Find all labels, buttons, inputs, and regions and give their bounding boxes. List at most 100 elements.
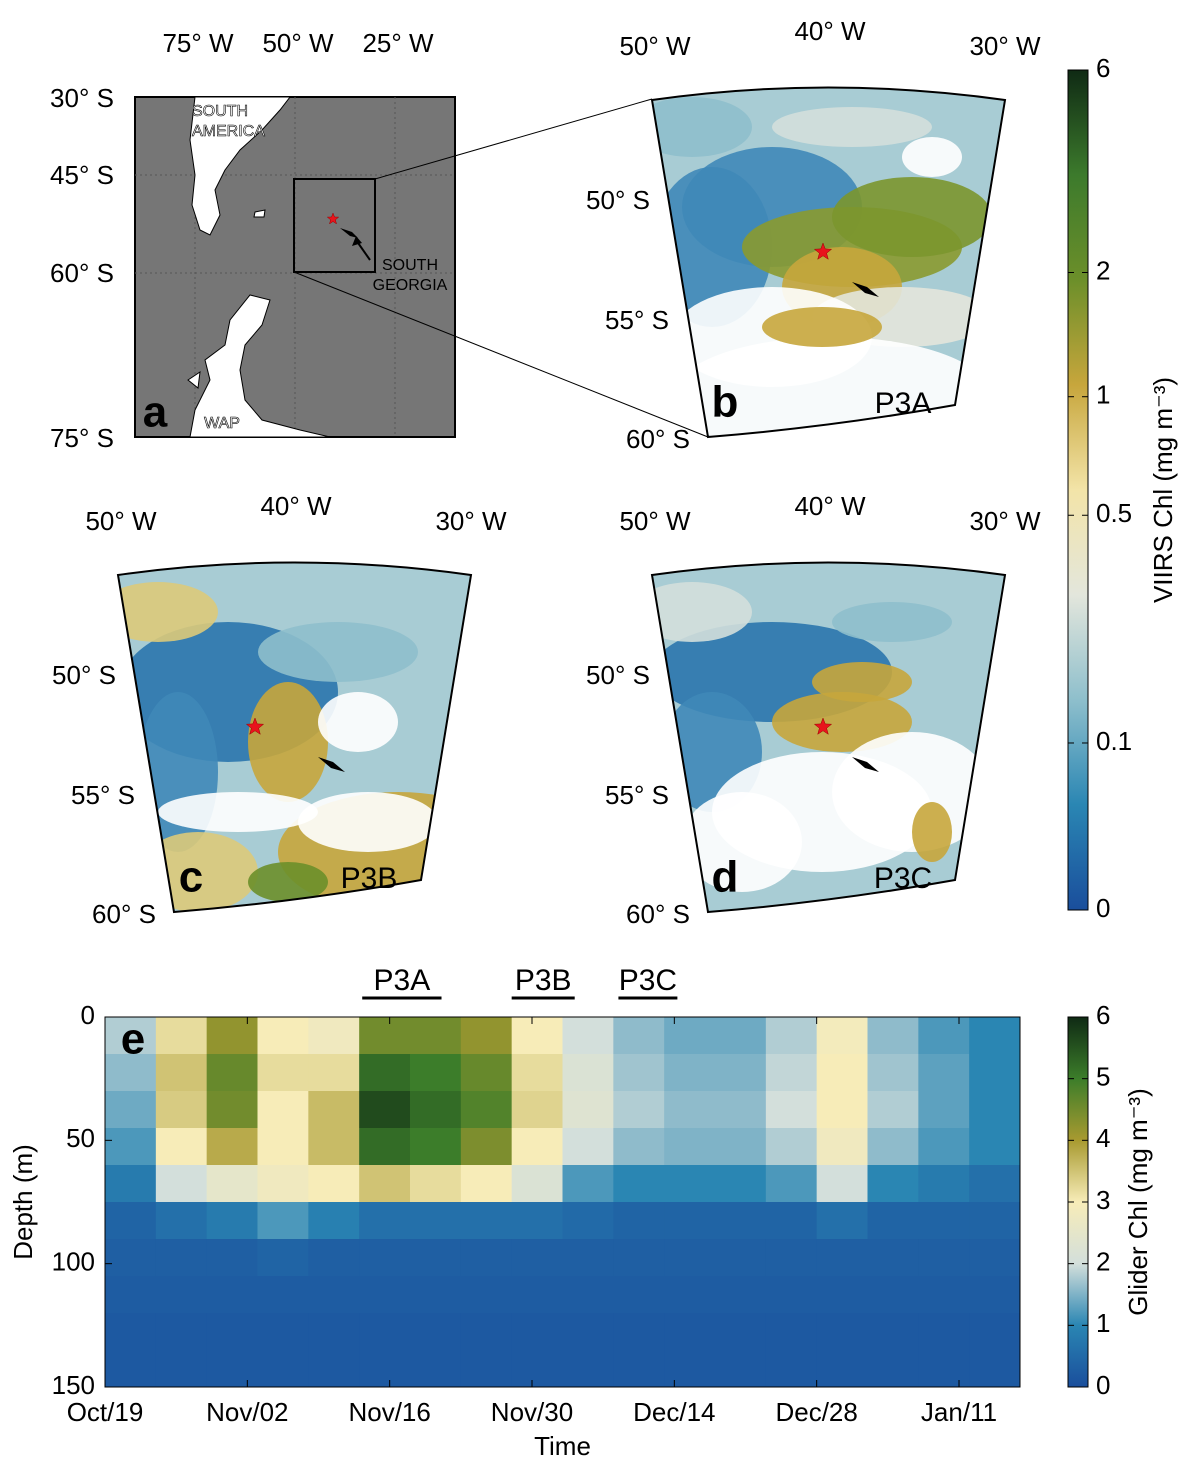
heatmap-cell bbox=[969, 1313, 1021, 1351]
heatmap-cell bbox=[206, 1128, 258, 1166]
lat-label: 55° S bbox=[605, 305, 669, 335]
heatmap-cell bbox=[613, 1313, 665, 1351]
heatmap-cell bbox=[613, 1091, 665, 1129]
heatmap-cell bbox=[664, 1017, 716, 1055]
lat-label: 45° S bbox=[50, 160, 114, 190]
x-axis-label: Time bbox=[534, 1431, 591, 1461]
lon-label: 40° W bbox=[794, 16, 866, 46]
satellite-map: 50° W 40° W 30° W 50° S 55° S 60° S c P3B bbox=[52, 491, 507, 929]
heatmap-cell bbox=[105, 1054, 157, 1092]
chl-patch bbox=[832, 177, 992, 257]
heatmap-cell bbox=[460, 1091, 513, 1129]
heatmap-cell bbox=[105, 1239, 157, 1277]
heatmap-cell bbox=[816, 1091, 868, 1129]
panel-letter: e bbox=[121, 1015, 145, 1064]
lon-label: 75° W bbox=[162, 28, 234, 58]
x-tick-label: Oct/19 bbox=[67, 1397, 144, 1427]
heatmap-cell bbox=[918, 1276, 970, 1314]
y-tick-label: 50 bbox=[66, 1123, 95, 1153]
chl-patch bbox=[912, 802, 952, 862]
chl-patch bbox=[248, 862, 328, 902]
heatmap-cell bbox=[511, 1350, 563, 1388]
heatmap-cell bbox=[155, 1202, 208, 1240]
heatmap-cell bbox=[257, 1276, 309, 1314]
continent bbox=[187, 294, 331, 438]
lon-label: 40° W bbox=[260, 491, 332, 521]
chl-patch bbox=[832, 732, 992, 852]
lat-label: 55° S bbox=[605, 780, 669, 810]
satellite-map: 50° W 40° W 30° W 50° S 55° S 60° S d P3C bbox=[586, 491, 1041, 929]
heatmap-cell bbox=[155, 1276, 208, 1314]
island bbox=[852, 282, 879, 297]
station-star bbox=[813, 717, 833, 735]
satellite-map: 50° W 40° W 30° W 50° S 55° S 60° S b P3A bbox=[586, 16, 1041, 454]
zoom-line bbox=[293, 271, 709, 438]
period-label: P3B bbox=[341, 862, 398, 895]
heatmap-cell bbox=[460, 1202, 513, 1240]
heatmap-cell bbox=[308, 1054, 360, 1092]
heatmap-cell bbox=[816, 1313, 868, 1351]
colorbar-tick-label: 6 bbox=[1096, 1000, 1110, 1030]
panel-letter: d bbox=[712, 853, 739, 902]
map-outline bbox=[116, 561, 473, 914]
map-outline bbox=[650, 561, 1007, 914]
chl-patch bbox=[158, 792, 318, 832]
map-fill bbox=[652, 87, 1005, 437]
colorbar-tick-label: 0.1 bbox=[1096, 726, 1132, 756]
heatmap-cell bbox=[918, 1239, 970, 1277]
y-axis-label: Depth (m) bbox=[8, 1144, 38, 1260]
heatmap-cell bbox=[562, 1017, 614, 1055]
colorbar-tick-label: 2 bbox=[1096, 1247, 1110, 1277]
panel-letter: a bbox=[143, 388, 168, 437]
heatmap-cell bbox=[257, 1202, 309, 1240]
heatmap-cell bbox=[105, 1350, 157, 1388]
heatmap-cell bbox=[460, 1128, 513, 1166]
colorbar-tick-label: 0 bbox=[1096, 893, 1110, 923]
heatmap-cell bbox=[257, 1017, 309, 1055]
lon-label: 50° W bbox=[85, 506, 157, 536]
colorbar-tick-label: 5 bbox=[1096, 1062, 1110, 1092]
heatmap-cell bbox=[257, 1239, 309, 1277]
heatmap-cell bbox=[867, 1202, 919, 1240]
heatmap-cell bbox=[105, 1276, 157, 1314]
heatmap-cell bbox=[359, 1202, 411, 1240]
heatmap-cell bbox=[410, 1350, 462, 1388]
heatmap-cell bbox=[867, 1350, 919, 1388]
heatmap-cell bbox=[460, 1313, 513, 1351]
chl-patch bbox=[902, 137, 962, 177]
x-tick-label: Dec/14 bbox=[633, 1397, 715, 1427]
zoom-line bbox=[374, 98, 653, 180]
heatmap-cell bbox=[511, 1017, 563, 1055]
heatmap-cell bbox=[715, 1091, 767, 1129]
heatmap-cell bbox=[206, 1054, 258, 1092]
heatmap-cell bbox=[765, 1239, 818, 1277]
heatmap-cell bbox=[359, 1239, 411, 1277]
heatmap-cell bbox=[308, 1350, 360, 1388]
heatmap-cell bbox=[410, 1091, 462, 1129]
lat-label: 55° S bbox=[71, 780, 135, 810]
heatmap-cell bbox=[359, 1165, 411, 1203]
heatmap-cell bbox=[308, 1017, 360, 1055]
panel-letter: b bbox=[712, 378, 739, 427]
heatmap-cell bbox=[410, 1054, 462, 1092]
heatmap-cell bbox=[562, 1276, 614, 1314]
heatmap-cell bbox=[918, 1054, 970, 1092]
lon-label: 30° W bbox=[435, 506, 507, 536]
heatmap-cell bbox=[562, 1239, 614, 1277]
heatmap-cell bbox=[308, 1276, 360, 1314]
chl-patch bbox=[318, 692, 398, 752]
panel-letter: c bbox=[179, 853, 203, 902]
heatmap-cell bbox=[969, 1017, 1021, 1055]
heatmap-cell bbox=[257, 1091, 309, 1129]
heatmap-cell bbox=[664, 1054, 716, 1092]
heatmap-cell bbox=[105, 1091, 157, 1129]
period-label: P3A bbox=[374, 964, 431, 997]
y-tick-label: 0 bbox=[81, 1000, 95, 1030]
heatmap-cell bbox=[410, 1276, 462, 1314]
heatmap-cell bbox=[613, 1017, 665, 1055]
heatmap-cell bbox=[664, 1202, 716, 1240]
arrowhead bbox=[352, 236, 362, 246]
heatmap-cell bbox=[715, 1276, 767, 1314]
heatmap-cell bbox=[359, 1313, 411, 1351]
heatmap-cell bbox=[664, 1091, 716, 1129]
